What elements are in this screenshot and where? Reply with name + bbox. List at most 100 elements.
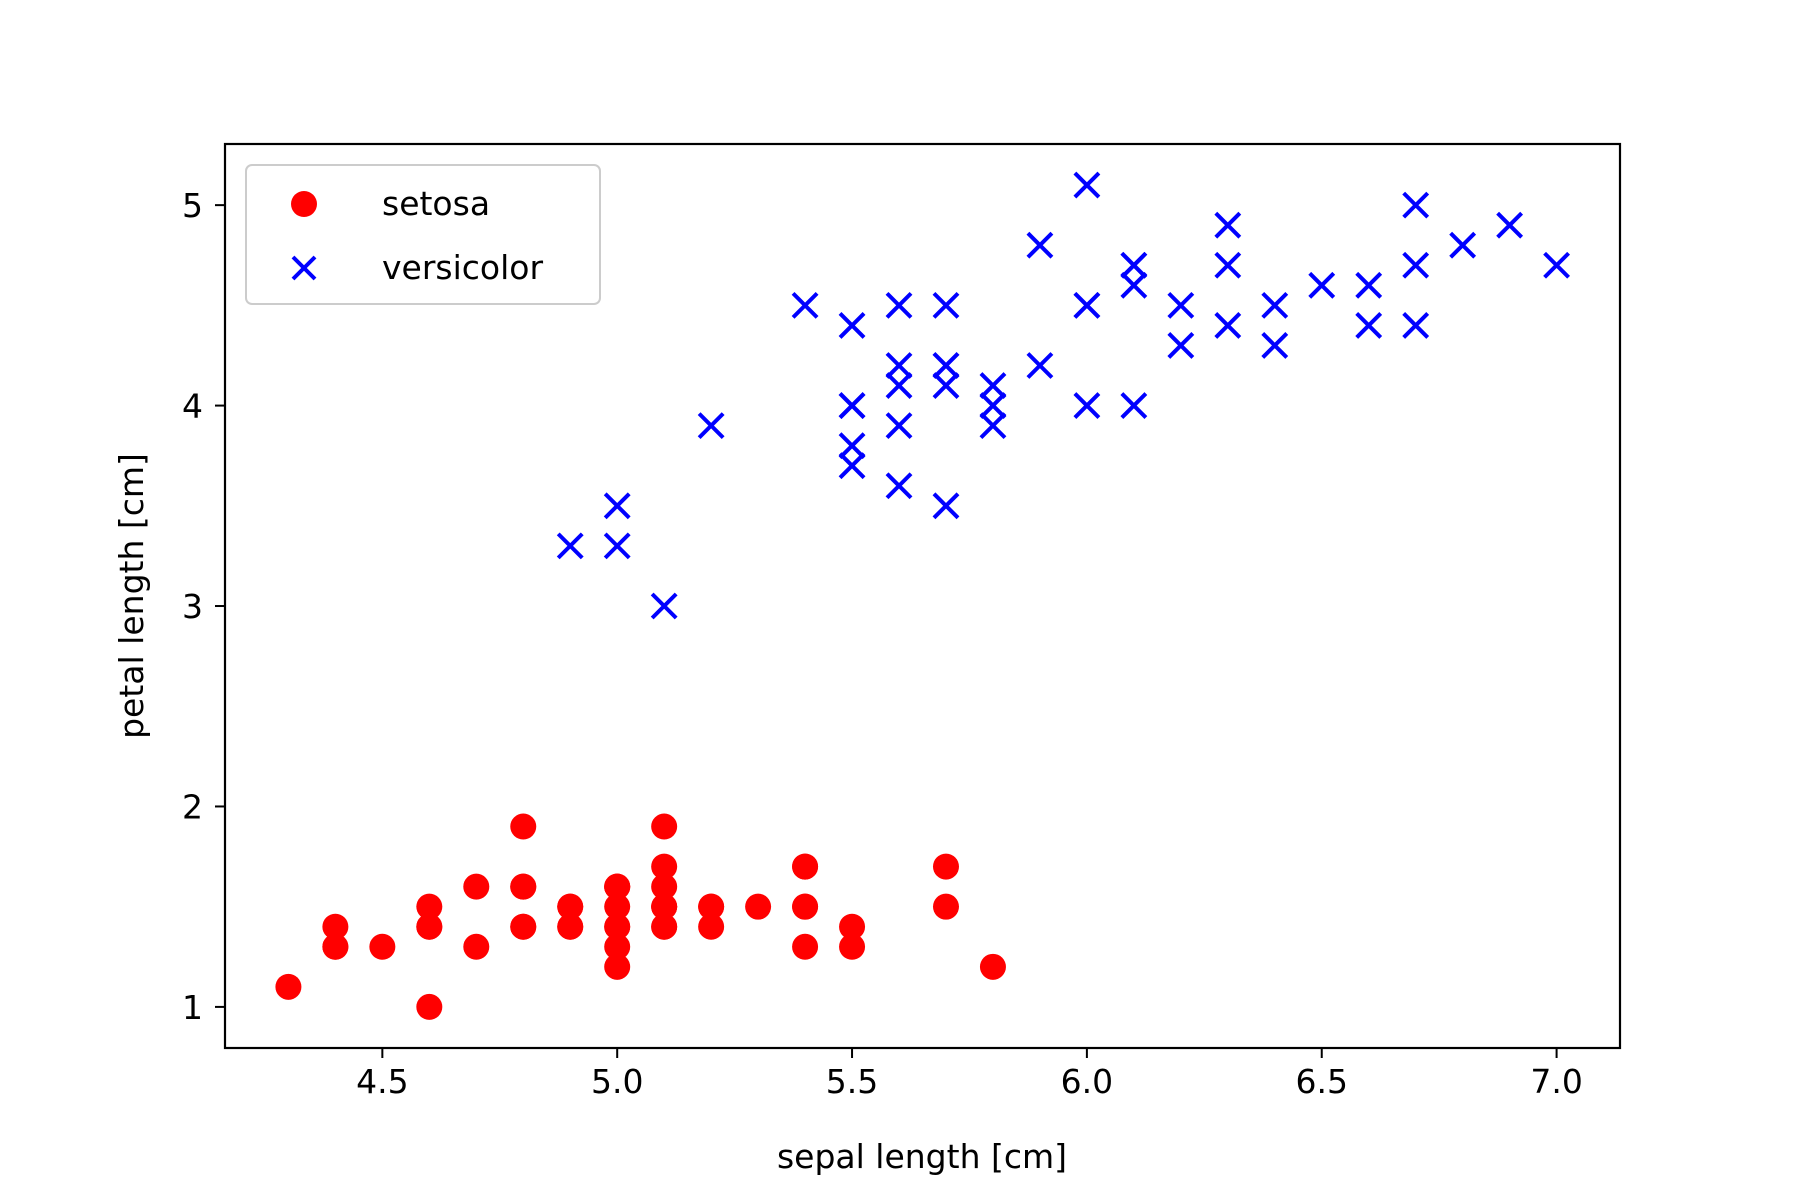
data-point-setosa [979,953,1006,980]
data-point-setosa [651,893,678,920]
x-tick-label: 6.0 [1061,1062,1113,1101]
data-point-setosa [463,873,490,900]
y-axis: 1 2 3 4 5 [182,186,225,1027]
data-point-versicolor [1120,271,1148,299]
data-point-versicolor [1402,311,1430,339]
data-point-versicolor [1073,291,1101,319]
x-tick-label: 5.0 [591,1062,643,1101]
data-point-versicolor [838,452,866,480]
y-tick-label: 1 [182,988,203,1027]
data-point-setosa [651,813,678,840]
data-point-versicolor [1120,251,1148,279]
x-tick-label: 5.5 [826,1062,878,1101]
data-point-versicolor [1496,211,1524,239]
series-setosa [275,813,1006,1020]
data-point-setosa [604,893,631,920]
data-point-setosa [792,933,819,960]
data-point-versicolor [1261,332,1289,359]
data-point-versicolor [556,532,584,560]
data-point-versicolor [1355,311,1383,339]
data-point-setosa [604,953,631,980]
x-tick-label: 7.0 [1530,1062,1582,1101]
data-point-versicolor [932,291,960,319]
data-point-setosa [510,873,537,900]
data-point-setosa [557,913,584,940]
data-point-versicolor [979,372,1007,399]
data-point-setosa [651,873,678,900]
data-point-setosa [792,853,819,880]
data-point-versicolor [1308,271,1336,299]
data-point-setosa [275,973,302,1000]
data-point-setosa [416,993,443,1020]
data-point-versicolor [932,372,960,399]
legend-marker-versicolor [291,255,317,281]
data-point-versicolor [1402,191,1430,219]
data-point-versicolor [979,412,1007,440]
data-point-setosa [604,933,631,960]
data-point-versicolor [838,311,866,339]
data-point-versicolor [1073,392,1101,419]
data-point-setosa [792,893,819,920]
data-point-versicolor [885,352,913,379]
data-point-setosa [604,873,631,900]
data-point-setosa [651,853,678,880]
data-point-versicolor [1449,231,1477,259]
data-point-versicolor [1355,271,1383,299]
data-point-versicolor [1167,291,1195,319]
data-point-versicolor [885,472,913,500]
data-point-versicolor [838,392,866,419]
data-point-setosa [932,853,959,880]
y-tick-label: 2 [182,787,203,826]
data-point-setosa [463,933,490,960]
axes-frame [223,142,1622,1050]
data-point-versicolor [1402,251,1430,279]
data-point-versicolor [603,532,631,560]
data-point-versicolor [697,412,725,440]
data-point-setosa [698,913,725,940]
data-point-setosa [651,913,678,940]
data-point-versicolor [791,291,819,319]
legend-box [245,164,601,305]
data-point-setosa [839,913,866,940]
data-point-setosa [510,913,537,940]
legend-label-setosa: setosa [382,184,490,223]
data-point-setosa [416,893,443,920]
data-point-setosa [322,913,349,940]
data-point-versicolor [979,392,1007,419]
x-tick-label: 6.5 [1296,1062,1348,1101]
data-point-versicolor [650,592,678,620]
x-tick-label: 4.5 [356,1062,408,1101]
data-point-versicolor [885,412,913,440]
data-point-versicolor [932,352,960,379]
data-point-setosa [604,913,631,940]
data-point-versicolor [1026,231,1054,259]
plot-area [275,171,1571,1020]
data-point-versicolor [1120,392,1148,419]
data-point-setosa [698,893,725,920]
y-tick-label: 3 [182,587,203,626]
data-point-versicolor [1214,211,1242,239]
data-point-versicolor [838,432,866,460]
data-point-versicolor [1073,171,1101,199]
data-point-versicolor [885,291,913,319]
data-point-setosa [839,933,866,960]
series-versicolor [556,171,1571,620]
data-point-versicolor [603,492,631,520]
x-axis-label: sepal length [cm] [777,1137,1067,1176]
legend: setosa versicolor [245,164,601,305]
data-point-versicolor [885,372,913,399]
data-point-versicolor [1261,291,1289,319]
y-tick-label: 5 [182,186,203,225]
legend-label-versicolor: versicolor [382,248,543,287]
data-point-setosa [510,813,537,840]
data-point-versicolor [1214,251,1242,279]
data-point-versicolor [1214,311,1242,339]
data-point-setosa [416,913,443,940]
data-point-versicolor [932,492,960,520]
data-point-versicolor [1543,251,1571,279]
y-axis-label: petal length [cm] [112,453,151,739]
data-point-versicolor [1026,352,1054,379]
data-point-setosa [369,933,396,960]
data-point-setosa [322,933,349,960]
